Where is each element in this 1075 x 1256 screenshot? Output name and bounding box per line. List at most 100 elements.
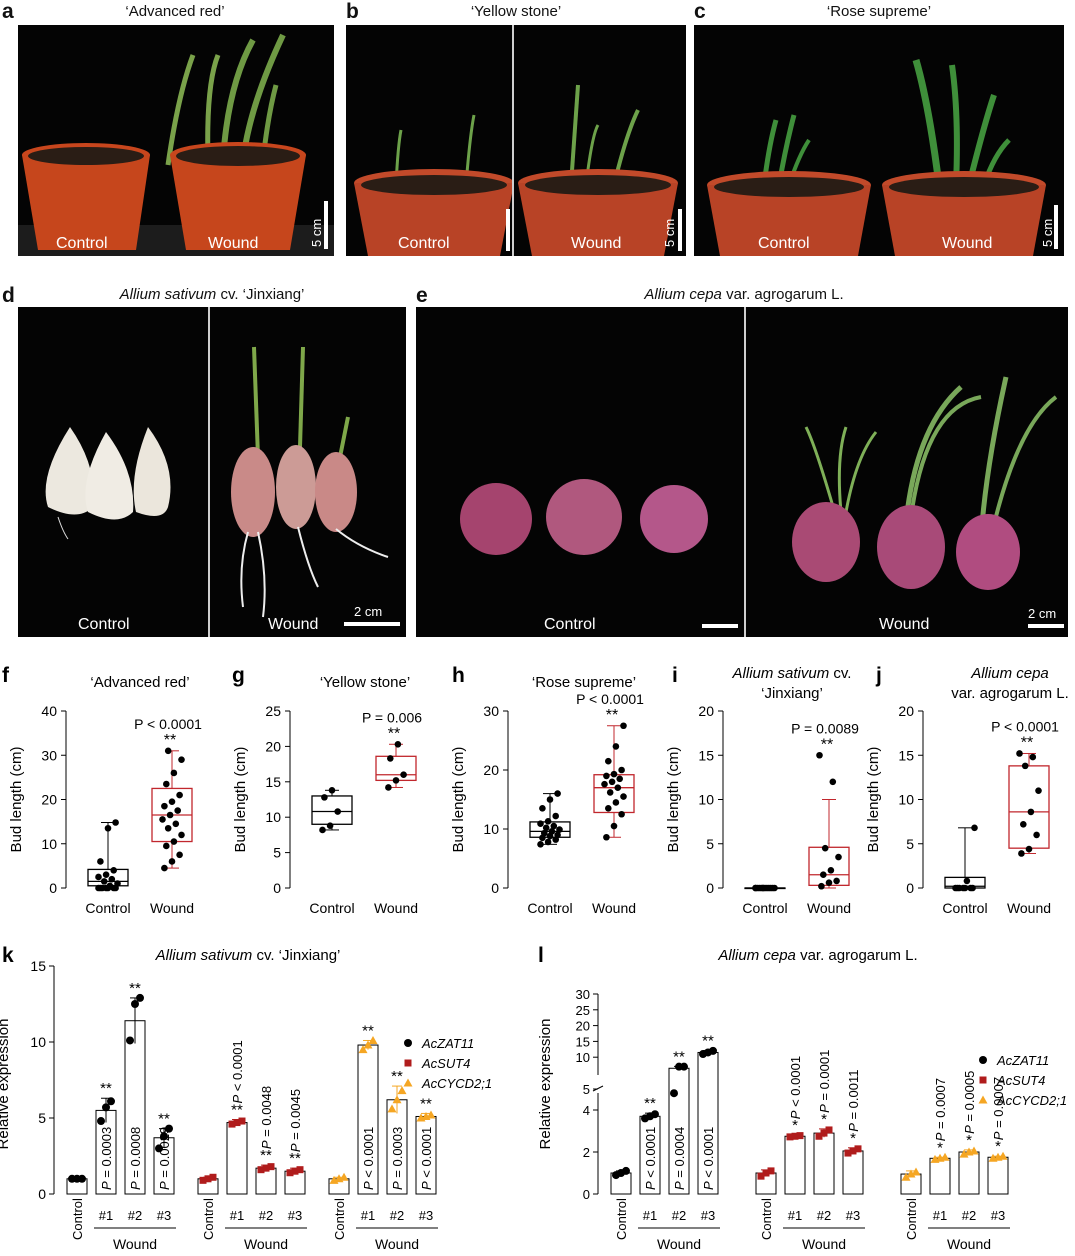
y-tick-label: 5	[273, 845, 281, 861]
panel-letter-g: g	[232, 664, 245, 687]
p-value-symbol: P	[701, 1181, 716, 1190]
significance-stars: **	[644, 1095, 656, 1112]
onion-illustration	[460, 376, 1058, 590]
data-point	[849, 1147, 857, 1155]
p-value-annotation: P < 0.0001	[134, 716, 202, 732]
x-tick-label: #1	[933, 1208, 947, 1223]
data-point	[911, 1167, 921, 1176]
x-tick-label: Wound	[150, 900, 194, 916]
chart-title-italic: Allium sativum	[732, 665, 830, 682]
data-point	[854, 1145, 862, 1153]
bar	[842, 1150, 864, 1195]
data-point	[387, 755, 394, 762]
scale-label-a: 5 cm	[309, 218, 324, 247]
scale-bar-b-right	[678, 209, 682, 251]
data-point	[622, 1166, 630, 1175]
data-point	[95, 873, 102, 881]
p-value-annotation: P = 0.0004	[672, 1127, 687, 1190]
panel-letter-l: l	[538, 944, 544, 967]
p-value-symbol: P	[361, 1181, 376, 1190]
data-point	[554, 831, 561, 839]
p-value-annotation: P = 0.0089	[791, 720, 859, 736]
y-tick-label: 20	[576, 1019, 590, 1034]
significance-stars: **	[100, 1080, 112, 1097]
data-point	[286, 1169, 294, 1177]
significance-stars: **	[420, 1095, 432, 1112]
data-point	[541, 829, 548, 837]
data-point	[771, 884, 778, 892]
data-point	[107, 1097, 115, 1106]
data-point	[537, 820, 544, 827]
data-point	[833, 877, 840, 885]
p-value-symbol: P	[788, 1110, 803, 1119]
data-point	[102, 871, 110, 879]
photo-c-label-control: Control	[758, 235, 810, 252]
data-point	[163, 780, 170, 788]
p-value-annotation: P < 0.0001	[230, 1040, 245, 1103]
x-group-label: Wound	[802, 1236, 846, 1252]
significance-stars: **	[391, 1068, 403, 1085]
scale-label-e: 2 cm	[1028, 606, 1057, 621]
y-axis-label: Bud length (cm)	[8, 747, 25, 853]
data-point	[164, 824, 172, 832]
x-group-label: Wound	[657, 1236, 701, 1252]
legend-label: AcCYCD2;1	[421, 1076, 492, 1091]
data-point	[603, 772, 610, 780]
garlic-illustration	[45, 346, 389, 618]
significance-stars: **	[260, 1147, 272, 1164]
data-point	[339, 1172, 349, 1181]
panel-title-d: Allium sativum cv. ‘Jinxiang’	[18, 286, 406, 303]
p-value-symbol: P	[672, 1181, 687, 1190]
y-tick-label: 0	[38, 1186, 46, 1202]
x-tick-label: #2	[672, 1208, 686, 1223]
y-tick-label: 0	[906, 880, 914, 896]
p-value-annotation: P = 0.0048	[259, 1086, 274, 1149]
data-point	[1018, 850, 1025, 857]
chart-title-rest: var. agrogarum L.	[796, 947, 918, 964]
scale-label-d: 2 cm	[354, 604, 383, 619]
p-value-text: = 0.0048	[259, 1086, 274, 1141]
data-point	[172, 820, 180, 828]
box-plots-row: f ‘Advanced red’ 0 10 20 30 40 Bud length (cm) C…	[2, 664, 1069, 916]
data-point	[397, 1086, 407, 1095]
data-point	[548, 828, 556, 835]
p-value-symbol: P	[230, 1095, 245, 1104]
y-tick-label: 0	[491, 880, 499, 896]
legend-label: AcZAT11	[996, 1053, 1049, 1068]
p-value-text: = 0.0011	[846, 1070, 861, 1124]
x-tick-label: #1	[99, 1208, 113, 1223]
y-axis-label: Bud length (cm)	[665, 747, 682, 853]
p-value-text: < 0.0001	[230, 1040, 245, 1095]
data-point	[204, 1175, 212, 1183]
data-point	[114, 880, 121, 887]
p-value-annotation: P < 0.0001	[701, 1127, 716, 1190]
panel-title-a: ‘Advanced red’	[125, 3, 225, 20]
data-point	[616, 775, 623, 783]
legend-marker	[403, 1078, 413, 1087]
p-value-symbol: P	[128, 1181, 143, 1190]
significance-stars: **	[821, 736, 833, 753]
y-tick-label: 25	[265, 703, 281, 719]
photo-e-label-wound: Wound	[879, 616, 930, 633]
legend-label: AcSUT4	[996, 1073, 1045, 1088]
y-tick-label: 10	[576, 1050, 590, 1065]
p-value-text: < 0.0001	[788, 1056, 803, 1111]
data-point	[614, 784, 622, 791]
x-tick-label: #2	[817, 1208, 831, 1223]
panel-letter-f: f	[2, 664, 10, 687]
data-point	[815, 1132, 823, 1140]
data-point	[165, 1124, 173, 1133]
y-tick-label: 4	[583, 1103, 590, 1118]
data-point	[709, 1046, 717, 1055]
data-point	[608, 778, 616, 786]
chart-title-rest: cv.	[829, 665, 851, 682]
p-value-symbol: P	[962, 1125, 977, 1134]
data-point	[765, 884, 773, 892]
p-value-annotation: P < 0.0001	[361, 1127, 376, 1190]
y-tick-label: 5	[906, 836, 914, 852]
scale-bar-e	[1028, 624, 1064, 628]
data-point	[328, 786, 336, 794]
p-value-annotation: P < 0.0001	[991, 718, 1059, 734]
data-point	[126, 1036, 134, 1045]
x-tick-label: Control	[527, 900, 572, 916]
